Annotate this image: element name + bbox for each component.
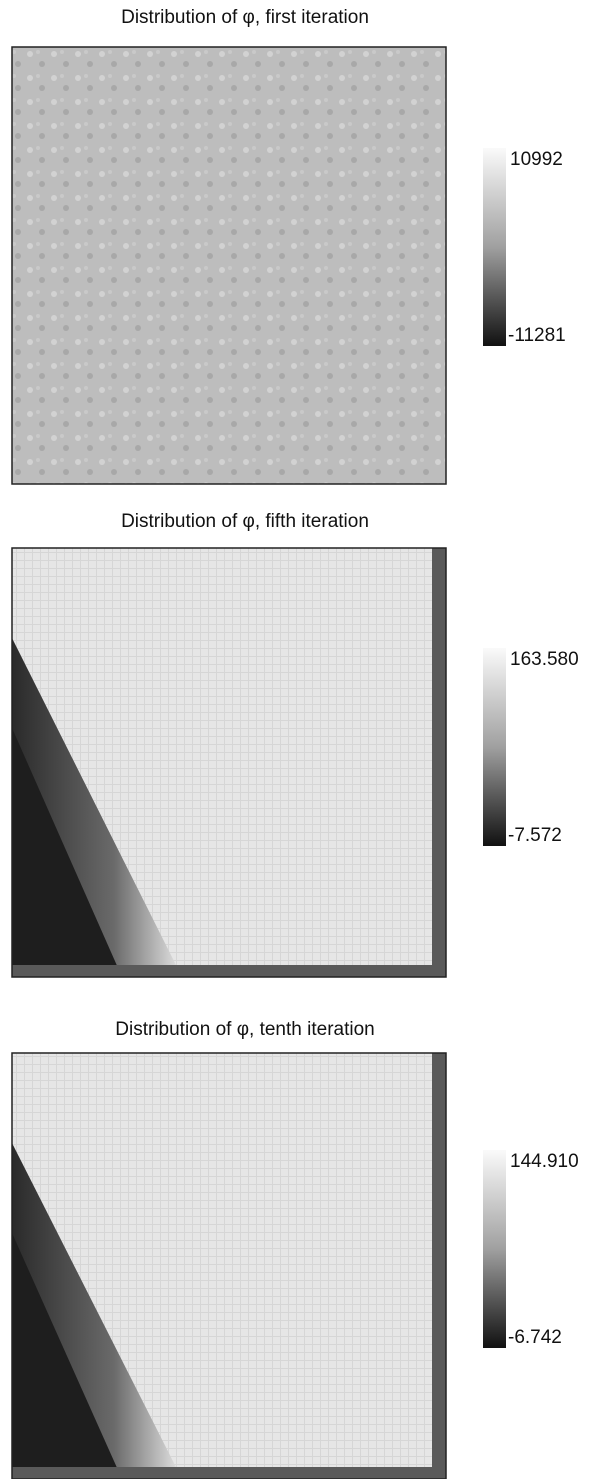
panel-title: Distribution of φ, fifth iteration bbox=[121, 511, 369, 532]
colorbar bbox=[483, 648, 506, 846]
panel-title: Distribution of φ, tenth iteration bbox=[115, 1019, 374, 1040]
heatmap-frame bbox=[11, 547, 447, 978]
colorbar-min-label: -7.572 bbox=[508, 825, 562, 846]
heatmap-border-right bbox=[432, 1053, 446, 1479]
colorbar-max-label: 144.910 bbox=[510, 1151, 579, 1172]
heatmap bbox=[11, 46, 447, 485]
heatmap-dark-core bbox=[12, 1233, 122, 1479]
heatmap bbox=[11, 1052, 447, 1480]
heatmap-border-bottom bbox=[12, 1467, 446, 1479]
colorbar-max-label: 163.580 bbox=[510, 649, 579, 670]
colorbar bbox=[483, 1150, 506, 1348]
heatmap-field bbox=[11, 46, 447, 485]
panel-title: Distribution of φ, first iteration bbox=[121, 7, 369, 28]
colorbar-max-label: 10992 bbox=[510, 149, 563, 170]
colorbar-min-label: -11281 bbox=[508, 325, 566, 346]
colorbar-min-label: -6.742 bbox=[508, 1327, 562, 1348]
heatmap-border-bottom bbox=[12, 965, 446, 977]
colorbar bbox=[483, 148, 506, 346]
heatmap-border-right bbox=[432, 548, 446, 977]
heatmap bbox=[11, 547, 447, 978]
heatmap-dark-core bbox=[12, 728, 122, 977]
